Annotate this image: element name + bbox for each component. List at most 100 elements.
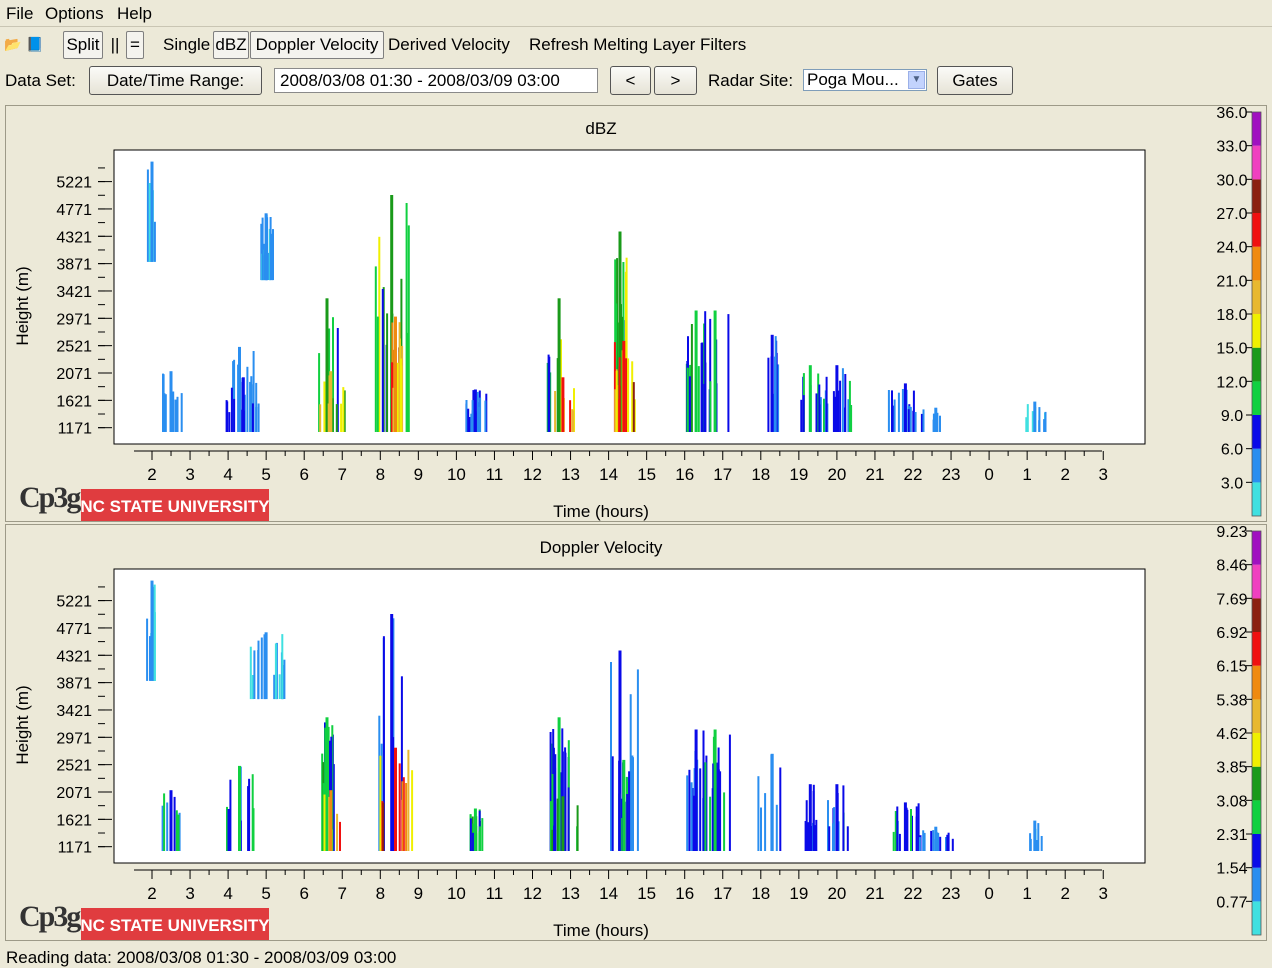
echo-column [162,374,165,432]
echo-core [694,310,698,432]
echo-column [549,732,552,851]
echo-column [757,776,760,851]
previous-button[interactable]: < [610,66,651,95]
x-tick-label: 21 [865,465,884,484]
split-button[interactable]: Split [63,31,103,59]
radar-site-select[interactable]: Poga Mou... ▼ [803,69,927,91]
echo-core [150,580,154,681]
echo-column [233,359,236,432]
y-tick-label: 2521 [56,339,92,356]
echo-column [407,749,410,851]
echo-column [777,364,780,432]
echo-column [621,818,623,851]
echo-column [719,771,722,851]
echo-column [709,318,712,432]
echo-column [727,314,730,432]
echo-column [381,289,384,432]
echo-column [945,837,947,851]
y-tick-label: 4321 [56,648,92,665]
echo-column [323,794,326,851]
echo-core [622,340,626,432]
echo-column [703,383,706,432]
echo-core [264,632,268,700]
echo-column [478,406,480,432]
cp3g-logo: Cp3g [19,900,83,933]
stacked-button[interactable]: = [126,31,144,59]
echo-core [150,161,154,262]
x-tick-label: 2 [1060,465,1069,484]
x-tick-label: 11 [486,884,504,903]
side-by-side-button[interactable]: || [110,35,120,54]
chevron-down-icon[interactable]: ▼ [908,71,925,89]
echo-column [807,822,809,851]
x-tick-label: 8 [376,465,385,484]
book-icon[interactable]: 📘 [26,36,44,52]
y-tick-label: 2521 [56,758,92,775]
menu-help[interactable]: Help [117,4,152,23]
colorbar-label: 3.85 [1216,760,1247,777]
x-tick-label: 3 [1099,465,1108,484]
echo-column [699,768,702,851]
menu-options[interactable]: Options [45,4,104,23]
x-tick-label: 16 [675,884,694,903]
y-tick-label: 4321 [56,229,92,246]
cp3g-text: Cp3g [19,900,81,933]
echo-column [407,225,410,432]
next-button[interactable]: > [654,66,697,95]
single-button[interactable]: Single [163,35,211,54]
x-tick-label: 18 [751,884,770,903]
open-icon[interactable]: 📂 [4,36,22,52]
colorbar-segment [1252,800,1261,834]
radar-site-label: Radar Site: [708,71,794,90]
colorbar-label: 6.15 [1216,659,1247,676]
echo-column [632,382,635,432]
x-tick-label: 5 [261,465,270,484]
echo-column [774,336,777,432]
echo-column [922,830,925,851]
echo-column [615,370,618,432]
doppler-velocity-button[interactable]: Doppler Velocity [250,31,384,59]
x-tick-label: 4 [223,465,232,484]
echo-core [808,365,812,432]
echo-column [249,646,252,700]
x-tick-label: 19 [789,465,808,484]
echo-column [324,727,327,851]
refresh-melting-layer-filters-button[interactable]: Refresh Melting Layer Filters [529,35,747,54]
echo-column [812,791,815,851]
x-tick-label: 2 [1060,884,1069,903]
echo-column [688,769,691,851]
x-tick-label: 2 [147,884,156,903]
y-tick-label: 2971 [56,730,92,747]
x-tick-label: 10 [447,465,466,484]
colorbar-label: 9.23 [1216,525,1247,541]
echo-column [764,793,767,851]
echo-column [569,400,572,432]
colorbar-segment [1252,179,1261,213]
echo-column [613,342,616,432]
dbz-button[interactable]: dBZ [213,31,249,59]
echo-column [848,380,851,432]
echo-core [264,213,268,281]
echo-column [278,674,281,699]
gates-button[interactable]: Gates [937,66,1013,95]
echo-column [898,833,901,851]
colorbar-segment [1252,665,1261,700]
date-range-field[interactable]: 2008/03/08 01:30 - 2008/03/09 03:00 [274,68,598,93]
colorbar-label: 3.0 [1221,475,1243,492]
colorbar-segment [1252,564,1261,599]
echo-core [903,383,907,432]
menu-file[interactable]: File [6,4,34,23]
colorbar-segment [1252,482,1261,516]
echo-column [411,770,414,851]
derived-velocity-button[interactable]: Derived Velocity [388,35,510,54]
date-time-range-button[interactable]: Date/Time Range: [89,66,262,95]
echo-column [832,391,835,432]
echo-column [631,361,634,432]
colorbar-label: 7.69 [1216,591,1247,608]
echo-column [564,752,567,851]
echo-column [932,413,935,432]
echo-column [912,410,915,432]
echo-column [484,400,487,432]
echo-column [556,798,559,851]
echo-column [379,755,382,851]
